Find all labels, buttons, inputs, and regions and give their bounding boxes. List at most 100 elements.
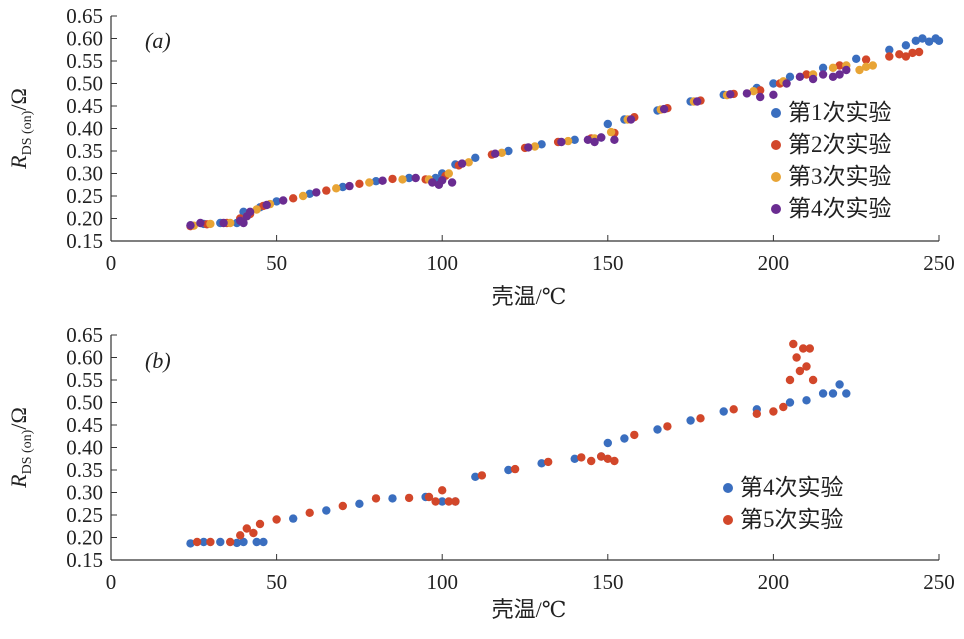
y-tick-label: 0.15 [66, 548, 103, 572]
data-point [438, 486, 447, 495]
data-point [835, 70, 844, 79]
x-tick-label: 50 [266, 251, 287, 275]
data-point [818, 70, 828, 79]
panel-label: (b) [145, 348, 171, 373]
y-tick-label: 0.30 [66, 162, 103, 186]
data-point [590, 137, 599, 147]
x-tick-label: 200 [758, 251, 790, 275]
data-point [279, 196, 288, 205]
data-point [828, 72, 838, 82]
data-point [322, 186, 331, 195]
data-point [236, 531, 245, 540]
data-point [726, 90, 735, 99]
data-point [457, 159, 467, 168]
data-point [828, 389, 838, 398]
data-point [544, 457, 553, 467]
data-point [345, 181, 354, 191]
data-point [696, 414, 705, 423]
data-point [828, 63, 838, 72]
data-point [626, 115, 636, 124]
x-tick-label: 100 [426, 570, 458, 594]
data-point [216, 537, 225, 547]
legend-label: 第2次实验 [788, 132, 892, 157]
x-tick-label: 50 [266, 570, 287, 594]
data-point [785, 72, 795, 82]
y-tick-label: 0.50 [66, 72, 103, 96]
data-point [524, 143, 533, 152]
data-point [795, 72, 805, 82]
data-point [504, 146, 513, 156]
data-point [924, 37, 934, 46]
data-point [338, 501, 347, 511]
data-point [537, 459, 546, 468]
data-point [411, 173, 420, 183]
data-point [769, 79, 778, 88]
y-tick-label: 0.25 [66, 503, 103, 527]
data-point [398, 175, 407, 184]
x-tick-label: 0 [106, 251, 117, 275]
data-point [795, 366, 805, 376]
data-point [431, 497, 440, 506]
data-point [663, 422, 672, 431]
data-point [504, 465, 513, 475]
x-tick-label: 150 [592, 570, 624, 594]
data-point [799, 344, 808, 353]
data-point [196, 218, 205, 228]
series-2 [192, 339, 818, 547]
data-point [371, 494, 381, 503]
data-point [606, 127, 616, 137]
x-tick-label: 100 [426, 251, 458, 275]
y-tick-label: 0.15 [66, 229, 103, 253]
data-point [861, 62, 871, 71]
panel-label: (a) [145, 28, 171, 53]
data-point [630, 430, 639, 440]
data-point [802, 396, 811, 405]
data-point [835, 61, 844, 70]
data-point [332, 184, 341, 193]
x-tick-label: 250 [923, 251, 955, 275]
legend-label: 第1次实验 [788, 100, 892, 125]
data-point [769, 407, 778, 416]
data-point [792, 353, 801, 362]
data-point [587, 456, 596, 466]
data-point [477, 471, 487, 480]
data-point [895, 50, 904, 59]
legend-marker [723, 483, 733, 493]
data-point [206, 219, 215, 229]
data-point [789, 339, 798, 349]
data-point [298, 191, 308, 201]
data-point [388, 174, 397, 184]
data-point [785, 398, 795, 407]
data-point [239, 218, 248, 228]
data-point [186, 221, 195, 230]
data-point [428, 178, 437, 187]
data-point [232, 538, 242, 548]
data-point [934, 36, 944, 45]
data-point [782, 79, 791, 88]
data-point [855, 65, 864, 75]
data-point [901, 41, 911, 50]
y-tick-label: 0.35 [66, 458, 103, 482]
y-tick-label: 0.55 [66, 49, 103, 73]
data-point [570, 454, 579, 463]
data-point [752, 409, 761, 418]
y-tick-label: 0.65 [66, 323, 103, 347]
data-point [808, 375, 818, 385]
data-point [192, 537, 202, 547]
data-point [868, 61, 877, 70]
y-tick-label: 0.45 [66, 94, 103, 118]
data-point [802, 362, 811, 371]
data-point [653, 425, 662, 434]
data-point [259, 537, 268, 547]
data-point [305, 189, 314, 198]
data-point [537, 140, 546, 149]
data-point [742, 89, 752, 98]
data-point [424, 492, 434, 502]
legend-marker [771, 204, 781, 214]
x-tick-label: 250 [923, 570, 955, 594]
data-point [252, 205, 261, 214]
data-point [583, 135, 593, 144]
